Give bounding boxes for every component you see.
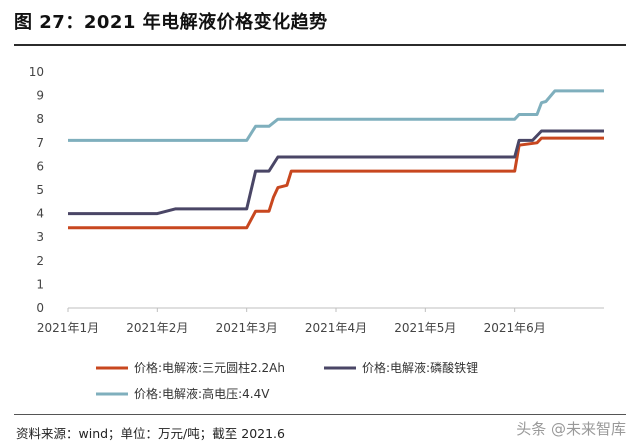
figure-title: 图 27：2021 年电解液价格变化趋势 (14, 12, 328, 33)
source-note: 资料来源：wind；单位：万元/吨；截至 2021.6 (16, 426, 285, 441)
y-tick-label: 10 (29, 65, 44, 79)
chart-series (68, 89, 604, 230)
y-axis: 0 1 2 3 4 5 6 7 8 9 10 (29, 65, 44, 315)
y-tick-label: 9 (36, 89, 44, 103)
x-tick-label: 2021年6月 (484, 321, 546, 335)
y-tick-label: 2 (36, 254, 44, 268)
footer-rule (14, 414, 626, 415)
x-tick-label: 2021年2月 (126, 321, 188, 335)
legend-label-1: 价格:电解液:三元圆柱2.2Ah (134, 360, 285, 375)
x-tick-label: 2021年4月 (305, 321, 367, 335)
series-line-1 (68, 136, 604, 230)
y-tick-label: 8 (36, 112, 44, 126)
legend: 价格:电解液:三元圆柱2.2Ah 价格:电解液:磷酸铁锂价格:电解液:高电压:4.… (96, 360, 478, 401)
series-line-2 (68, 129, 604, 216)
x-tick-label: 2021年1月 (37, 321, 99, 335)
watermark: 头条 @未来智库 (516, 420, 626, 438)
y-tick-label: 5 (36, 183, 44, 197)
y-tick-label: 4 (36, 207, 44, 221)
series-line-3 (68, 89, 604, 142)
y-tick-label: 1 (36, 277, 44, 291)
x-tick-label: 2021年5月 (394, 321, 456, 335)
title-rule (14, 44, 626, 46)
legend-label-3: 价格:电解液:高电压:4.4V (134, 386, 270, 401)
x-tick-label: 2021年3月 (216, 321, 278, 335)
legend-label-2: 价格:电解液:磷酸铁锂 (362, 360, 478, 375)
y-tick-label: 6 (36, 159, 44, 173)
y-tick-label: 7 (36, 136, 44, 150)
y-tick-label: 3 (36, 230, 44, 244)
y-tick-label: 0 (36, 301, 44, 315)
x-axis: 2021年1月 2021年2月 2021年3月 2021年4月 2021年5月 2021年… (37, 307, 604, 335)
